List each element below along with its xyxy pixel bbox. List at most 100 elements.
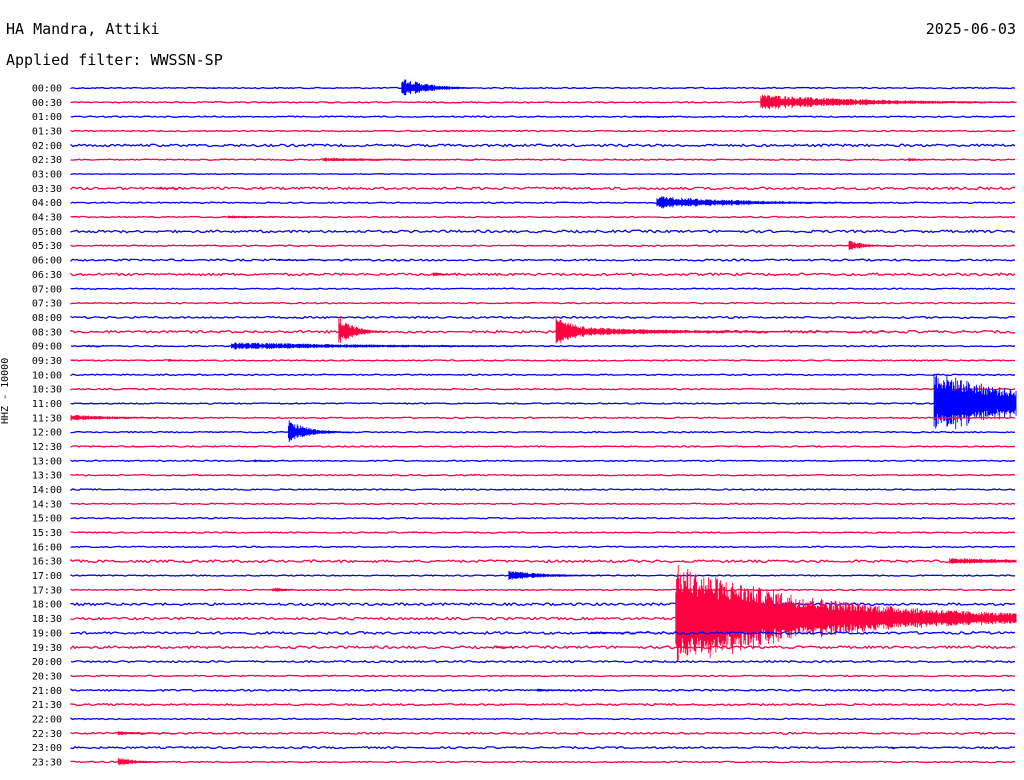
seismic-event — [495, 645, 528, 649]
seismic-event — [949, 558, 1017, 564]
trace-line — [70, 531, 1016, 534]
trace-line — [70, 445, 1016, 448]
row-time-label: 13:30 — [32, 471, 62, 482]
row-time-label: 18:00 — [32, 600, 62, 611]
row-time-label: 15:30 — [32, 528, 62, 539]
trace-line — [70, 272, 1016, 277]
trace-line — [70, 745, 1016, 750]
seismic-event — [117, 758, 182, 766]
seismic-event — [272, 587, 321, 592]
filter-label: Applied filter: WWSSN-SP — [6, 51, 223, 69]
trace-line — [70, 630, 1016, 635]
row-time-label: 11:30 — [32, 413, 62, 424]
row-time-label: 11:00 — [32, 399, 62, 410]
row-time-label: 08:30 — [32, 327, 62, 338]
trace-line — [70, 674, 1015, 678]
seismic-event — [401, 79, 481, 96]
trace-line — [70, 558, 1016, 564]
seismic-event — [590, 327, 906, 336]
trace-line — [70, 301, 1016, 305]
row-time-label: 03:00 — [32, 170, 62, 181]
seismic-event — [933, 373, 1017, 430]
seismic-event — [228, 215, 386, 219]
row-time-label: 07:00 — [32, 284, 62, 295]
row-time-label: 15:00 — [32, 514, 62, 525]
trace-line — [70, 602, 1016, 607]
row-time-label: 17:30 — [32, 585, 62, 596]
row-time-label: 16:00 — [32, 542, 62, 553]
trace-line — [70, 702, 1016, 707]
row-time-label: 22:30 — [32, 729, 62, 740]
seismic-event — [155, 187, 204, 190]
trace-line — [70, 215, 1016, 219]
station-title: HA Mandra, Attiki — [6, 20, 160, 38]
trace-line — [70, 545, 1016, 549]
seismic-event — [656, 196, 909, 209]
trace-line — [70, 645, 1016, 651]
seismic-event — [590, 631, 686, 635]
seismic-event — [168, 359, 217, 362]
seismic-event — [278, 259, 405, 261]
trace-line — [70, 387, 1016, 391]
trace-line — [70, 430, 1016, 434]
seismic-event — [889, 746, 938, 749]
seismic-event — [675, 564, 1017, 663]
trace-line — [70, 731, 1016, 736]
trace-line — [70, 158, 1016, 162]
row-time-label: 04:30 — [32, 213, 62, 224]
trace-line — [70, 473, 1016, 477]
trace-line — [70, 416, 1016, 420]
row-time-label: 20:30 — [32, 671, 62, 682]
seismic-event — [86, 345, 181, 347]
row-time-label: 18:30 — [32, 614, 62, 625]
trace-line — [70, 173, 1016, 176]
trace-line — [70, 143, 1016, 148]
row-time-label: 06:30 — [32, 270, 62, 281]
row-time-label: 10:00 — [32, 370, 62, 381]
row-time-label: 00:30 — [32, 98, 62, 109]
row-time-label: 19:00 — [32, 628, 62, 639]
trace-line — [70, 359, 1015, 362]
trace-line — [70, 717, 1016, 721]
trace-line — [70, 459, 1016, 463]
row-time-label: 00:00 — [32, 84, 62, 95]
trace-line — [70, 115, 1016, 119]
trace-line — [70, 315, 1016, 320]
row-time-label: 23:30 — [32, 757, 62, 768]
row-time-label: 07:30 — [32, 299, 62, 310]
row-time-label: 12:00 — [32, 428, 62, 439]
seismic-event — [965, 101, 1017, 104]
seismic-event — [117, 731, 214, 736]
row-time-label: 21:30 — [32, 700, 62, 711]
trace-line — [70, 287, 1016, 291]
trace-line — [70, 373, 1016, 377]
row-time-label: 05:00 — [32, 227, 62, 238]
trace-line — [70, 258, 1016, 262]
row-time-label: 09:30 — [32, 356, 62, 367]
row-time-label: 14:30 — [32, 499, 62, 510]
row-time-label: 17:00 — [32, 571, 62, 582]
trace-line — [70, 86, 1016, 90]
seismic-event — [908, 157, 941, 162]
seismic-event — [231, 342, 736, 350]
trace-line — [70, 129, 1015, 133]
seismic-event — [322, 157, 575, 162]
row-time-label: 23:00 — [32, 743, 62, 754]
trace-line — [70, 402, 1016, 405]
seismic-event — [287, 420, 352, 443]
seismic-event — [508, 570, 635, 580]
trace-line — [70, 229, 1016, 234]
seismic-event — [338, 317, 387, 344]
row-time-label: 04:00 — [32, 198, 62, 209]
seismic-event — [848, 240, 897, 251]
row-time-label: 03:30 — [32, 184, 62, 195]
seismic-event — [70, 414, 229, 421]
date-label: 2025-06-03 — [925, 20, 1016, 38]
row-time-label: 05:30 — [32, 241, 62, 252]
trace-line — [70, 329, 1016, 334]
row-time-label: 08:00 — [32, 313, 62, 324]
row-time-label: 02:30 — [32, 155, 62, 166]
row-time-label: 13:00 — [32, 456, 62, 467]
row-time-label: 09:00 — [32, 342, 62, 353]
